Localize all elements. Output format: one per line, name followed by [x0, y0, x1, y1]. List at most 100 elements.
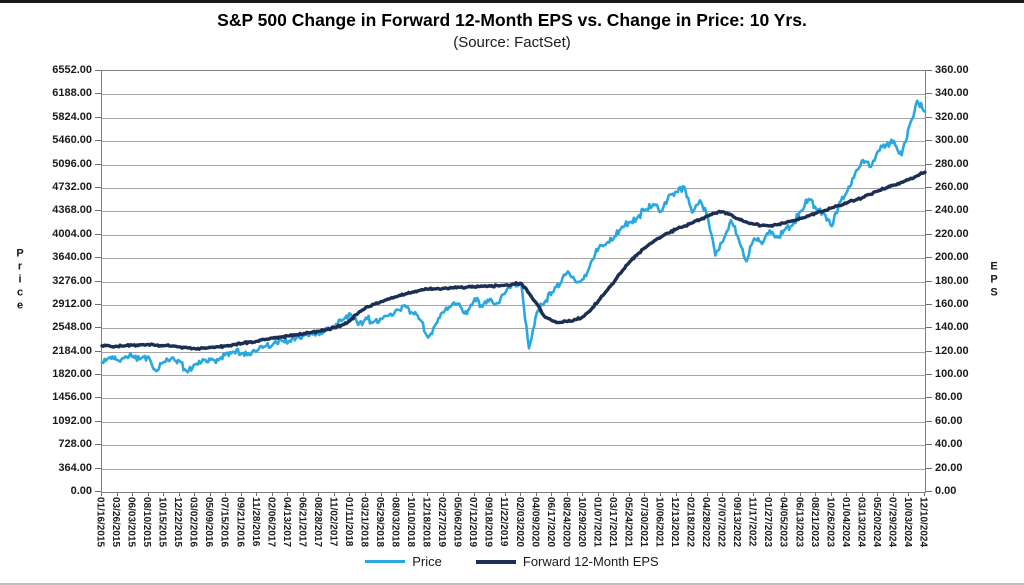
x-axis-tick — [302, 492, 304, 496]
left-axis-tick — [95, 164, 101, 165]
left-axis-tick — [95, 281, 101, 282]
left-axis-tick — [95, 397, 101, 398]
gridline — [102, 305, 925, 306]
left-axis-tick-label: 6188.00 — [52, 87, 92, 99]
right-axis-title: EPS — [988, 260, 1000, 300]
left-axis-tick-label: 1092.00 — [52, 415, 92, 427]
x-axis-tick — [815, 492, 817, 496]
right-axis-tick — [926, 468, 932, 469]
x-axis-tick — [209, 492, 211, 496]
right-axis-tick — [926, 234, 932, 235]
x-axis-tick-label: 12/18/2018 — [420, 497, 432, 548]
x-axis-tick-label: 10/10/2018 — [405, 497, 417, 548]
x-axis-tick-label: 06/21/2017 — [296, 497, 308, 548]
x-axis-tick-label: 02/06/2017 — [265, 497, 277, 548]
left-axis-tick — [95, 351, 101, 352]
x-axis-tick-label: 03/17/2021 — [606, 497, 618, 548]
x-axis-tick — [116, 492, 118, 496]
left-axis-tick — [95, 491, 101, 492]
gridline — [102, 352, 925, 353]
x-axis-tick — [644, 492, 646, 496]
right-axis-tick-label: 140.00 — [935, 321, 969, 333]
right-axis-tick-label: 120.00 — [935, 345, 969, 357]
plot-area — [100, 70, 927, 493]
x-axis-tick-label: 10/03/2024 — [901, 497, 913, 548]
left-axis-tick-label: 4368.00 — [52, 204, 92, 216]
right-axis-tick-label: 360.00 — [935, 64, 969, 76]
x-axis-tick — [628, 492, 630, 496]
left-axis-tick-label: 5460.00 — [52, 134, 92, 146]
x-axis-tick-label: 04/28/2022 — [700, 497, 712, 548]
x-axis-tick-label: 05/24/2021 — [622, 497, 634, 548]
x-axis-tick-label: 09/18/2019 — [482, 497, 494, 548]
left-axis-tick — [95, 210, 101, 211]
right-axis-tick — [926, 117, 932, 118]
series-plot — [100, 99, 927, 374]
right-axis-tick-label: 40.00 — [935, 438, 963, 450]
x-axis-tick-label: 07/07/2022 — [715, 497, 727, 548]
x-axis-tick-label: 06/13/2023 — [793, 497, 805, 548]
gridline — [102, 141, 925, 142]
x-axis-tick-label: 08/21/2023 — [808, 497, 820, 548]
right-axis-tick-label: 260.00 — [935, 181, 969, 193]
gridline — [102, 422, 925, 423]
right-axis-tick-label: 80.00 — [935, 391, 963, 403]
x-axis-tick — [225, 492, 227, 496]
right-axis-tick — [926, 491, 932, 492]
right-axis-tick-label: 300.00 — [935, 134, 969, 146]
chart-title: S&P 500 Change in Forward 12-Month EPS v… — [217, 10, 807, 30]
x-axis-tick — [442, 492, 444, 496]
x-axis-tick — [799, 492, 801, 496]
x-axis-tick-label: 02/27/2019 — [436, 497, 448, 548]
right-axis-tick — [926, 187, 932, 188]
x-axis-tick-label: 10/29/2020 — [575, 497, 587, 548]
x-axis-tick-label: 09/21/2016 — [234, 497, 246, 548]
x-axis-tick-label: 05/29/2018 — [374, 497, 385, 548]
price-line-series — [100, 99, 927, 374]
x-axis-tick — [908, 492, 910, 496]
x-axis-tick — [147, 492, 149, 496]
x-axis-tick-label: 01/04/2024 — [839, 497, 851, 548]
left-axis-tick — [95, 187, 101, 188]
x-axis-tick — [613, 492, 615, 496]
x-axis-tick-label: 12/10/2024 — [917, 497, 929, 548]
left-axis-tick — [95, 374, 101, 375]
x-axis-tick-label: 07/29/2024 — [886, 497, 898, 548]
x-axis-tick — [877, 492, 879, 496]
x-axis-tick-label: 11/22/2019 — [498, 497, 510, 547]
x-axis-tick-label: 08/03/2018 — [389, 497, 401, 548]
gridline — [102, 398, 925, 399]
legend: Price Forward 12-Month EPS — [0, 554, 1024, 569]
x-axis-tick-label: 01/11/2018 — [342, 497, 354, 547]
x-axis-tick-label: 08/10/2015 — [141, 497, 153, 548]
x-axis-tick — [892, 492, 894, 496]
right-axis-tick — [926, 257, 932, 258]
x-axis-tick-label: 11/02/2017 — [327, 497, 339, 547]
left-axis-tick — [95, 70, 101, 71]
x-axis-tick — [458, 492, 460, 496]
x-axis-tick — [380, 492, 382, 496]
x-axis-tick-label: 02/18/2022 — [684, 497, 696, 548]
x-axis-tick — [396, 492, 398, 496]
gridline — [102, 469, 925, 470]
gridline — [102, 211, 925, 212]
right-axis-tick-label: 320.00 — [935, 111, 969, 123]
left-axis-tick-label: 4732.00 — [52, 181, 92, 193]
x-axis-tick-label: 10/26/2023 — [824, 497, 836, 548]
left-axis-tick — [95, 117, 101, 118]
right-axis-tick — [926, 210, 932, 211]
x-axis-tick — [753, 492, 755, 496]
x-axis-tick-label: 12/13/2021 — [669, 497, 681, 548]
gridline — [102, 118, 925, 119]
x-axis-tick — [504, 492, 506, 496]
right-axis-tick — [926, 93, 932, 94]
x-axis-tick — [566, 492, 568, 496]
x-axis-tick — [427, 492, 429, 496]
x-axis-tick-label: 01/16/2015 — [94, 497, 106, 548]
right-axis-tick — [926, 327, 932, 328]
right-axis-tick — [926, 397, 932, 398]
gridline — [102, 188, 925, 189]
x-axis-tick — [924, 492, 925, 496]
left-axis-tick — [95, 140, 101, 141]
x-axis-tick — [101, 492, 102, 496]
